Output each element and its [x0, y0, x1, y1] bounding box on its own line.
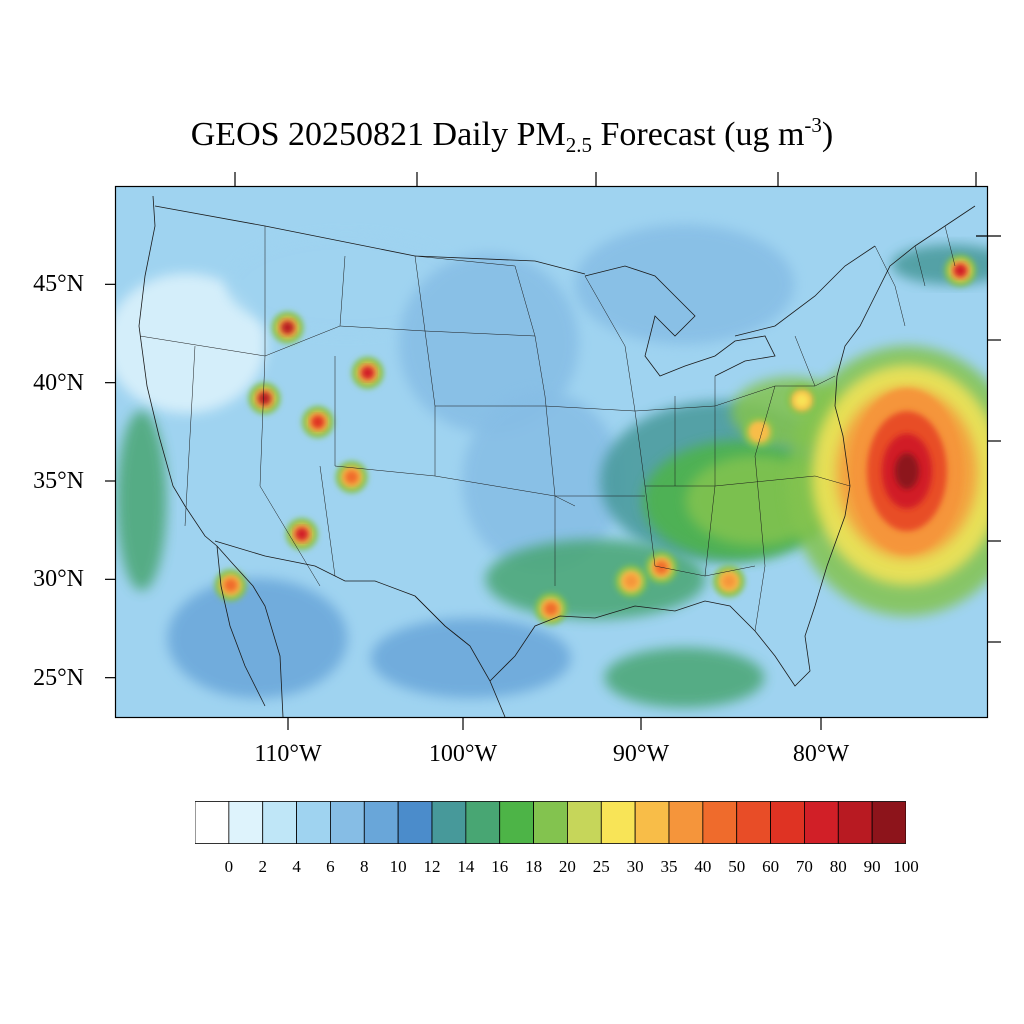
- colorbar-label: 90: [863, 857, 881, 876]
- colorbar-swatch: [600, 801, 636, 844]
- longitude-label: 90°W: [612, 741, 670, 767]
- colorbar-swatch: [296, 801, 331, 844]
- pm25-field: [115, 195, 987, 717]
- colorbar-label: 25: [592, 857, 610, 876]
- colorbar-swatch: [871, 801, 906, 844]
- colorbar-label: 2: [258, 857, 267, 876]
- colorbar-label: 18: [525, 857, 543, 876]
- longitude-label: 80°W: [792, 741, 850, 767]
- colorbar-swatch: [330, 801, 365, 844]
- colorbar-label: 20: [558, 857, 576, 876]
- colorbar-swatch: [702, 801, 738, 844]
- colorbar-swatch: [228, 801, 264, 844]
- colorbar-label: 0: [224, 857, 234, 876]
- latitude-label: 35°N: [33, 468, 84, 494]
- colorbar-label: 10: [389, 857, 407, 876]
- colorbar-swatch: [499, 801, 534, 844]
- colorbar-swatch: [634, 801, 670, 844]
- colorbar-label: 8: [360, 857, 369, 876]
- colorbar-label: 50: [728, 857, 746, 876]
- colorbar-swatch: [668, 801, 704, 844]
- hotspot-mark: [953, 263, 968, 278]
- latitude-label: 25°N: [33, 664, 84, 691]
- colorbar-label: 12: [423, 857, 441, 876]
- hotspot-mark: [310, 415, 325, 429]
- colorbar-swatch: [770, 801, 805, 844]
- colorbar-swatch: [397, 801, 433, 844]
- longitude-label: 110°W: [254, 741, 322, 767]
- colorbar-label: 100: [893, 857, 919, 876]
- longitude-label: 100°W: [428, 741, 498, 767]
- colorbar-swatch: [431, 801, 467, 844]
- colorbar-swatch: [837, 801, 873, 844]
- colorbar-label: 40: [694, 857, 712, 876]
- field-region: [167, 578, 348, 699]
- colorbar-label: 16: [491, 857, 509, 876]
- pm25-map: [115, 186, 987, 717]
- hotspot-mark: [752, 424, 767, 439]
- colorbar-label: 70: [795, 857, 813, 876]
- latitude-label: 30°N: [33, 566, 84, 593]
- colorbar-swatch: [567, 801, 602, 844]
- colorbar-swatch: [262, 801, 297, 844]
- hotspot-mark: [894, 453, 919, 490]
- colorbar-label: 14: [457, 857, 475, 876]
- colorbar-swatch: [736, 801, 771, 844]
- hotspot-mark: [794, 393, 809, 408]
- map-title: GEOS 20250821 Daily PM2.5 Forecast (ug m…: [190, 113, 834, 157]
- hotspot-mark: [721, 574, 736, 589]
- colorbar-label: 80: [829, 857, 847, 876]
- hotspot-mark: [257, 391, 272, 406]
- hotspot-mark: [654, 560, 669, 575]
- colorbar-swatch: [195, 801, 230, 844]
- colorbar-swatch: [804, 801, 839, 844]
- colorbar: [195, 801, 906, 844]
- colorbar-label: 6: [326, 857, 335, 876]
- latitude-label: 45°N: [33, 271, 84, 298]
- colorbar-label: 60: [762, 857, 780, 876]
- hotspot-mark: [294, 527, 309, 542]
- field-region: [370, 618, 571, 698]
- colorbar-swatch: [465, 801, 501, 844]
- hotspot-mark: [344, 470, 359, 485]
- field-region: [485, 539, 706, 620]
- hotspot-mark: [624, 574, 639, 589]
- colorbar-label: 4: [292, 857, 301, 876]
- hotspot-mark: [223, 578, 238, 593]
- colorbar-swatch: [533, 801, 568, 844]
- field-region: [604, 647, 765, 708]
- colorbar-label: 35: [660, 857, 678, 876]
- hotspot-mark: [544, 601, 558, 616]
- hotspot-mark: [280, 320, 295, 335]
- colorbar-label: 30: [626, 857, 644, 876]
- hotspot-mark: [360, 365, 375, 380]
- latitude-label: 40°N: [33, 369, 84, 396]
- colorbar-swatch: [363, 801, 399, 844]
